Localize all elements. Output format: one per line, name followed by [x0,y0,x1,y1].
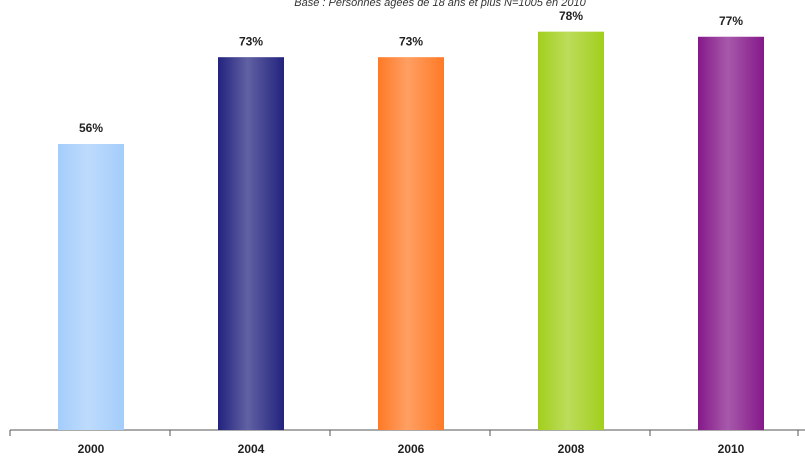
x-tick-label: 2006 [398,442,425,456]
value-label: 73% [399,34,423,48]
bar-shine [698,36,764,431]
x-tick-label: 2008 [558,442,585,456]
value-label: 73% [239,34,263,48]
bar-shine [218,57,284,431]
x-tick-label: 2010 [718,442,745,456]
x-tick-label: 2004 [238,442,265,456]
bar-shine [378,57,444,431]
value-label: 77% [719,14,743,28]
value-label: 78% [559,9,583,23]
x-tick-label: 2000 [78,442,105,456]
bar-shine [538,31,604,430]
value-label: 56% [79,121,103,135]
chart-subtitle: Base : Personnes âgées de 18 ans et plus… [294,0,586,9]
bar-shine [58,144,124,430]
